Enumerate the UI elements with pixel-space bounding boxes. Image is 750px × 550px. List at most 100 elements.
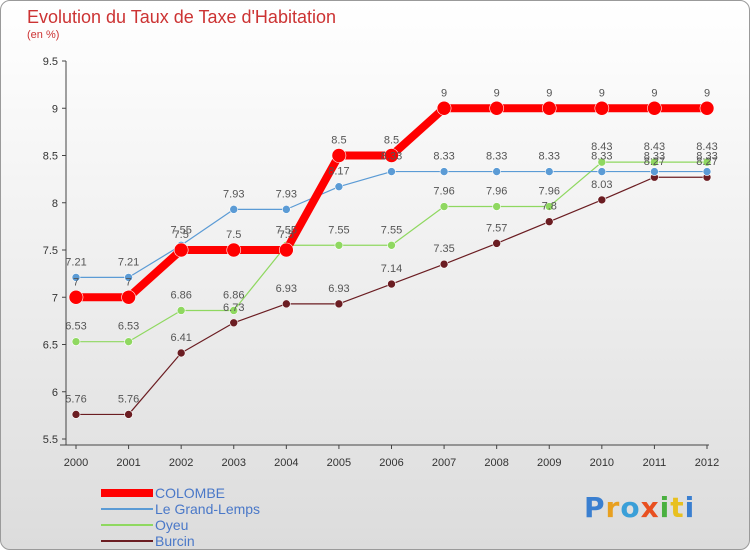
data-point <box>439 202 449 211</box>
data-point <box>544 202 554 211</box>
data-point <box>282 299 291 309</box>
data-label: 8.33 <box>486 151 507 163</box>
data-label: 9 <box>599 87 605 99</box>
data-point <box>226 242 242 258</box>
x-tick-label: 2010 <box>590 457 614 469</box>
data-point <box>702 167 712 176</box>
legend-label: Oyeu <box>155 517 189 533</box>
data-point <box>597 167 607 176</box>
data-point <box>384 148 399 163</box>
data-point <box>229 306 239 315</box>
chart-axes <box>60 61 709 446</box>
logo-letter: o <box>620 491 641 524</box>
data-point <box>544 167 554 176</box>
data-point <box>436 100 452 116</box>
y-tick-label: 8.5 <box>43 151 58 163</box>
legend-swatch <box>101 524 153 526</box>
x-tick-label: 2004 <box>274 457 298 469</box>
data-point <box>124 410 133 419</box>
data-point <box>279 242 294 258</box>
data-point <box>597 195 607 205</box>
data-label: 6.53 <box>65 321 86 333</box>
data-label: 9 <box>546 87 552 99</box>
x-tick-label: 2007 <box>432 457 456 469</box>
data-point <box>282 205 291 214</box>
data-label: 9 <box>441 87 447 99</box>
data-point <box>439 167 449 176</box>
data-label: 6.41 <box>170 332 191 344</box>
data-label: 8.5 <box>384 135 399 147</box>
y-tick-label: 6 <box>52 387 58 399</box>
legend-label: COLOMBE <box>155 485 226 501</box>
data-label: 7.21 <box>65 256 86 268</box>
data-label: 8.43 <box>696 141 717 153</box>
y-tick-label: 8 <box>52 198 58 210</box>
y-tick-label: 7.5 <box>43 245 58 257</box>
data-point <box>387 240 396 250</box>
legend-label: Burcin <box>155 533 195 549</box>
data-point <box>71 337 81 346</box>
x-tick-label: 2009 <box>537 457 561 469</box>
data-label: 8.33 <box>381 151 402 163</box>
data-point <box>492 167 501 176</box>
logo-letter: t <box>670 491 685 524</box>
data-label: 6.73 <box>223 302 244 314</box>
data-point <box>702 157 712 167</box>
data-label: 8.27 <box>696 156 717 168</box>
data-point <box>492 239 501 248</box>
data-label: 7.35 <box>433 243 454 255</box>
data-point <box>68 289 84 305</box>
legend-label: Le Grand-Lemps <box>155 501 261 517</box>
data-label: 8.27 <box>644 156 665 168</box>
data-label: 5.76 <box>65 393 86 405</box>
data-label: 7.5 <box>226 229 241 241</box>
data-point <box>489 100 504 116</box>
data-label: 7.57 <box>486 222 507 234</box>
y-tick-label: 7 <box>52 292 58 304</box>
line-chart: 5.5 6 6.5 7 7.5 8 8.5 9 9.5 2000 2001 2002 2003 2004 2… <box>43 56 720 469</box>
data-point <box>334 299 344 309</box>
y-tick-label: 5.5 <box>43 434 58 446</box>
data-label: 7.55 <box>276 224 297 236</box>
data-label: 9 <box>494 87 500 99</box>
data-label: 7.93 <box>276 188 297 200</box>
data-point <box>334 182 344 191</box>
logo-letter: i <box>684 491 696 524</box>
data-point <box>650 157 659 167</box>
data-label: 7 <box>73 276 79 288</box>
chart-series <box>68 100 715 419</box>
legend-swatch <box>101 489 153 497</box>
axis-ticks: 5.5 6 6.5 7 7.5 8 8.5 9 9.5 2000 2001 2002 2003 2004 2… <box>43 56 720 469</box>
data-point <box>541 100 557 116</box>
data-label: 7.14 <box>381 263 402 275</box>
data-point <box>597 157 607 167</box>
logo-letter: P <box>584 491 606 524</box>
data-label: 7.96 <box>539 186 560 198</box>
x-tick-label: 2001 <box>116 457 140 469</box>
data-point <box>229 205 239 214</box>
data-label: 7.5 <box>279 229 294 241</box>
chart-title: Evolution du Taux de Taxe d'Habitation <box>27 7 336 27</box>
data-label: 8.43 <box>644 141 665 153</box>
logo-letter: i <box>659 491 671 524</box>
y-tick-label: 6.5 <box>43 340 58 352</box>
data-label: 7.96 <box>486 186 507 198</box>
legend-swatch <box>101 508 153 510</box>
data-label: 6.53 <box>118 321 139 333</box>
data-point <box>334 240 344 250</box>
proxiti-logo: Proxiti <box>584 491 695 524</box>
x-tick-label: 2006 <box>379 457 403 469</box>
logo-letter: r <box>605 491 621 524</box>
data-label: 9 <box>704 87 710 99</box>
x-tick-label: 2000 <box>64 457 88 469</box>
data-point <box>331 148 347 163</box>
data-label: 8.17 <box>328 166 349 178</box>
data-label: 7.8 <box>542 201 557 213</box>
data-point <box>544 217 554 226</box>
y-tick-label: 9.5 <box>43 56 58 68</box>
data-point <box>71 410 81 419</box>
data-point <box>439 259 449 269</box>
data-label: 8.33 <box>433 151 454 163</box>
data-point <box>124 337 133 346</box>
